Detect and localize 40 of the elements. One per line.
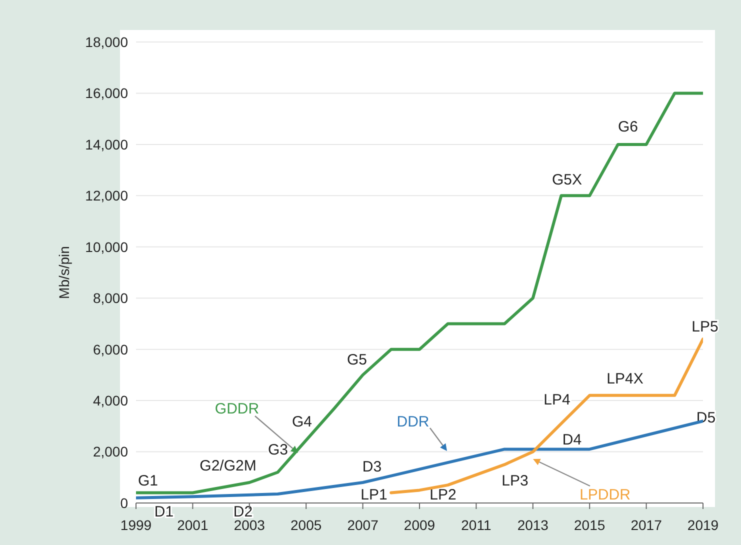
x-tick-label: 2005: [290, 516, 322, 533]
text: DDR: [396, 414, 430, 430]
y-tick-label: 0: [120, 494, 128, 511]
annotation: G1: [138, 472, 158, 490]
x-tick-label: 2007: [347, 516, 379, 533]
annotation: G6: [618, 118, 638, 136]
annotation: LP5: [692, 318, 718, 336]
text: D1: [154, 504, 174, 520]
y-tick-label: 18,000: [85, 34, 128, 50]
annotation: G3: [268, 442, 288, 458]
x-tick-label: 2015: [574, 516, 606, 533]
annotation: LP2: [430, 486, 456, 504]
y-axis-title: Mb/s/pin: [56, 246, 72, 299]
annotation: LP4: [544, 392, 570, 408]
annotation: G4: [292, 414, 312, 430]
text: GDDR: [214, 400, 260, 418]
y-tick-label: 12,000: [85, 188, 128, 204]
annotation: G2/G2M: [200, 458, 256, 474]
annotation: LP4X: [606, 370, 644, 388]
x-tick-label: 2011: [461, 516, 492, 533]
x-tick-label: 2017: [630, 516, 662, 533]
y-tick-label: 2,000: [92, 444, 128, 460]
x-tick-label: 1999: [120, 516, 152, 533]
annotation: LP1: [360, 486, 388, 504]
y-tick-label: 16,000: [85, 85, 128, 102]
annotation: G5: [346, 352, 368, 368]
annotation: LP3: [502, 472, 528, 490]
y-tick-label: 6,000: [92, 341, 128, 358]
x-tick-label: 2013: [517, 516, 549, 533]
y-tick-label: 10,000: [85, 238, 128, 255]
y-tick-label: 8,000: [92, 290, 128, 306]
annotation: D4: [562, 432, 582, 448]
x-tick-label: 2019: [687, 516, 719, 533]
y-tick-label: 4,000: [92, 392, 128, 409]
annotation: G5X: [552, 172, 582, 188]
y-tick-label: 14,000: [85, 136, 128, 152]
text: LPDDR: [580, 486, 631, 504]
annotation: D3: [362, 458, 382, 476]
x-tick-label: 2001: [177, 516, 208, 533]
x-tick-label: 2009: [404, 516, 436, 533]
